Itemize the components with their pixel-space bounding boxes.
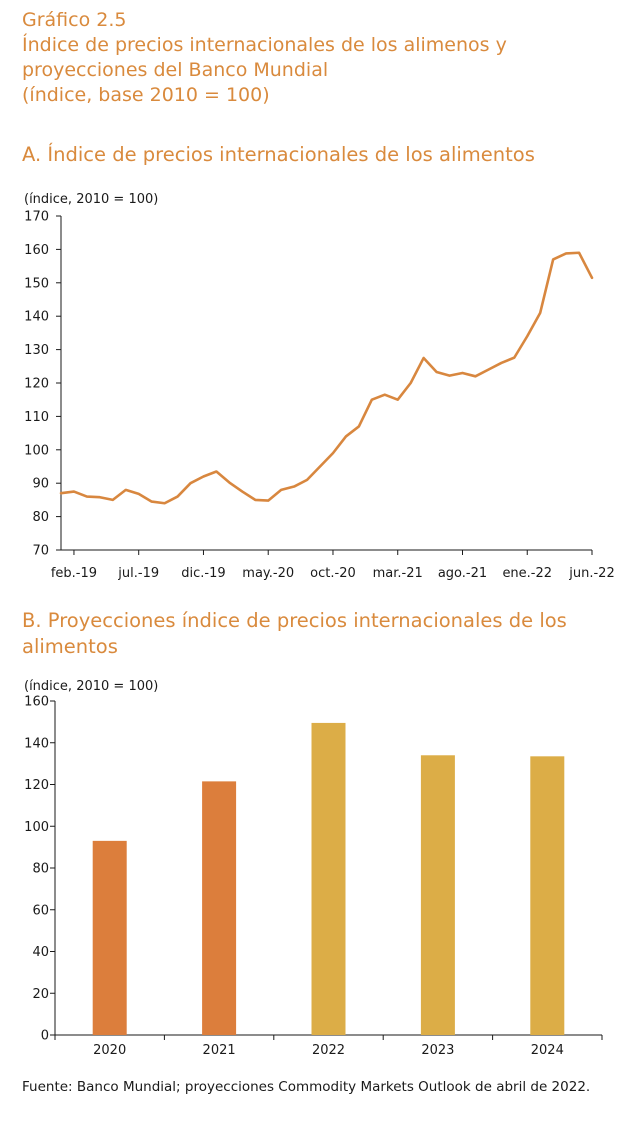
x-tick-label: feb.-19 — [51, 566, 97, 581]
bar-2023 — [420, 755, 455, 1035]
y-tick-label: 130 — [24, 343, 49, 358]
title-line-1: Índice de precios internacionales de los… — [22, 34, 507, 56]
y-tick-label: 160 — [24, 243, 49, 258]
panel-a-subtitle: A. Índice de precios internacionales de … — [22, 143, 535, 166]
x-tick-label: ene.-22 — [502, 566, 552, 581]
bar-2022 — [311, 722, 346, 1035]
y-tick-label: 150 — [24, 276, 49, 291]
x-tick-label: 2023 — [421, 1043, 454, 1058]
x-tick-label: 2024 — [531, 1043, 564, 1058]
bar-2021 — [202, 781, 237, 1035]
x-tick-label: mar.-21 — [373, 566, 423, 581]
y-tick-label: 0 — [41, 1029, 49, 1044]
source-note: Fuente: Banco Mundial; proyecciones Comm… — [22, 1079, 591, 1095]
bar-chart: (índice, 2010 = 100) 0 20 40 60 80 100 120 140 16… — [24, 679, 603, 1058]
x-tick-label: 2020 — [93, 1043, 126, 1058]
y-tick-label: 90 — [32, 477, 49, 492]
y-tick-label: 110 — [24, 410, 49, 425]
y-axis-label: (índice, 2010 = 100) — [24, 679, 158, 694]
y-tick-label: 100 — [24, 443, 49, 458]
y-tick-label: 140 — [24, 736, 49, 751]
bar-2020 — [92, 840, 127, 1035]
y-axis-label: (índice, 2010 = 100) — [24, 192, 158, 207]
y-tick-label: 60 — [32, 903, 49, 918]
y-tick-label: 140 — [24, 310, 49, 325]
x-tick-label: may.-20 — [242, 566, 294, 581]
bar-2024 — [530, 756, 565, 1035]
x-tick-label: 2022 — [312, 1043, 345, 1058]
x-tick-label: dic.-19 — [181, 566, 225, 581]
y-tick-label: 80 — [32, 862, 49, 877]
title-line-3: (índice, base 2010 = 100) — [22, 84, 270, 106]
figure-number: Gráfico 2.5 — [22, 9, 127, 31]
y-tick-label: 70 — [32, 544, 49, 559]
y-tick-label: 120 — [24, 778, 49, 793]
line-chart: (índice, 2010 = 100) 70 80 90 100 110 120 130 14… — [24, 192, 615, 581]
y-tick-label: 20 — [32, 987, 49, 1002]
y-tick-label: 80 — [32, 510, 49, 525]
panel-b-subtitle: B. Proyecciones índice de precios intern… — [22, 609, 567, 658]
series-line — [59, 251, 594, 505]
title-line-2: proyecciones del Banco Mundial — [22, 59, 329, 81]
x-tick-label: ago.-21 — [438, 566, 487, 581]
y-tick-label: 160 — [24, 695, 49, 710]
chart-title: Gráfico 2.5 Índice de precios internacio… — [22, 8, 622, 108]
y-tick-label: 40 — [32, 945, 49, 960]
x-tick-label: jul.-19 — [117, 566, 159, 581]
x-tick-label: oct.-20 — [310, 566, 356, 581]
x-tick-label: jun.-22 — [568, 566, 614, 581]
y-tick-label: 100 — [24, 820, 49, 835]
x-tick-label: 2021 — [203, 1043, 236, 1058]
y-tick-label: 170 — [24, 210, 49, 225]
y-tick-label: 120 — [24, 377, 49, 392]
